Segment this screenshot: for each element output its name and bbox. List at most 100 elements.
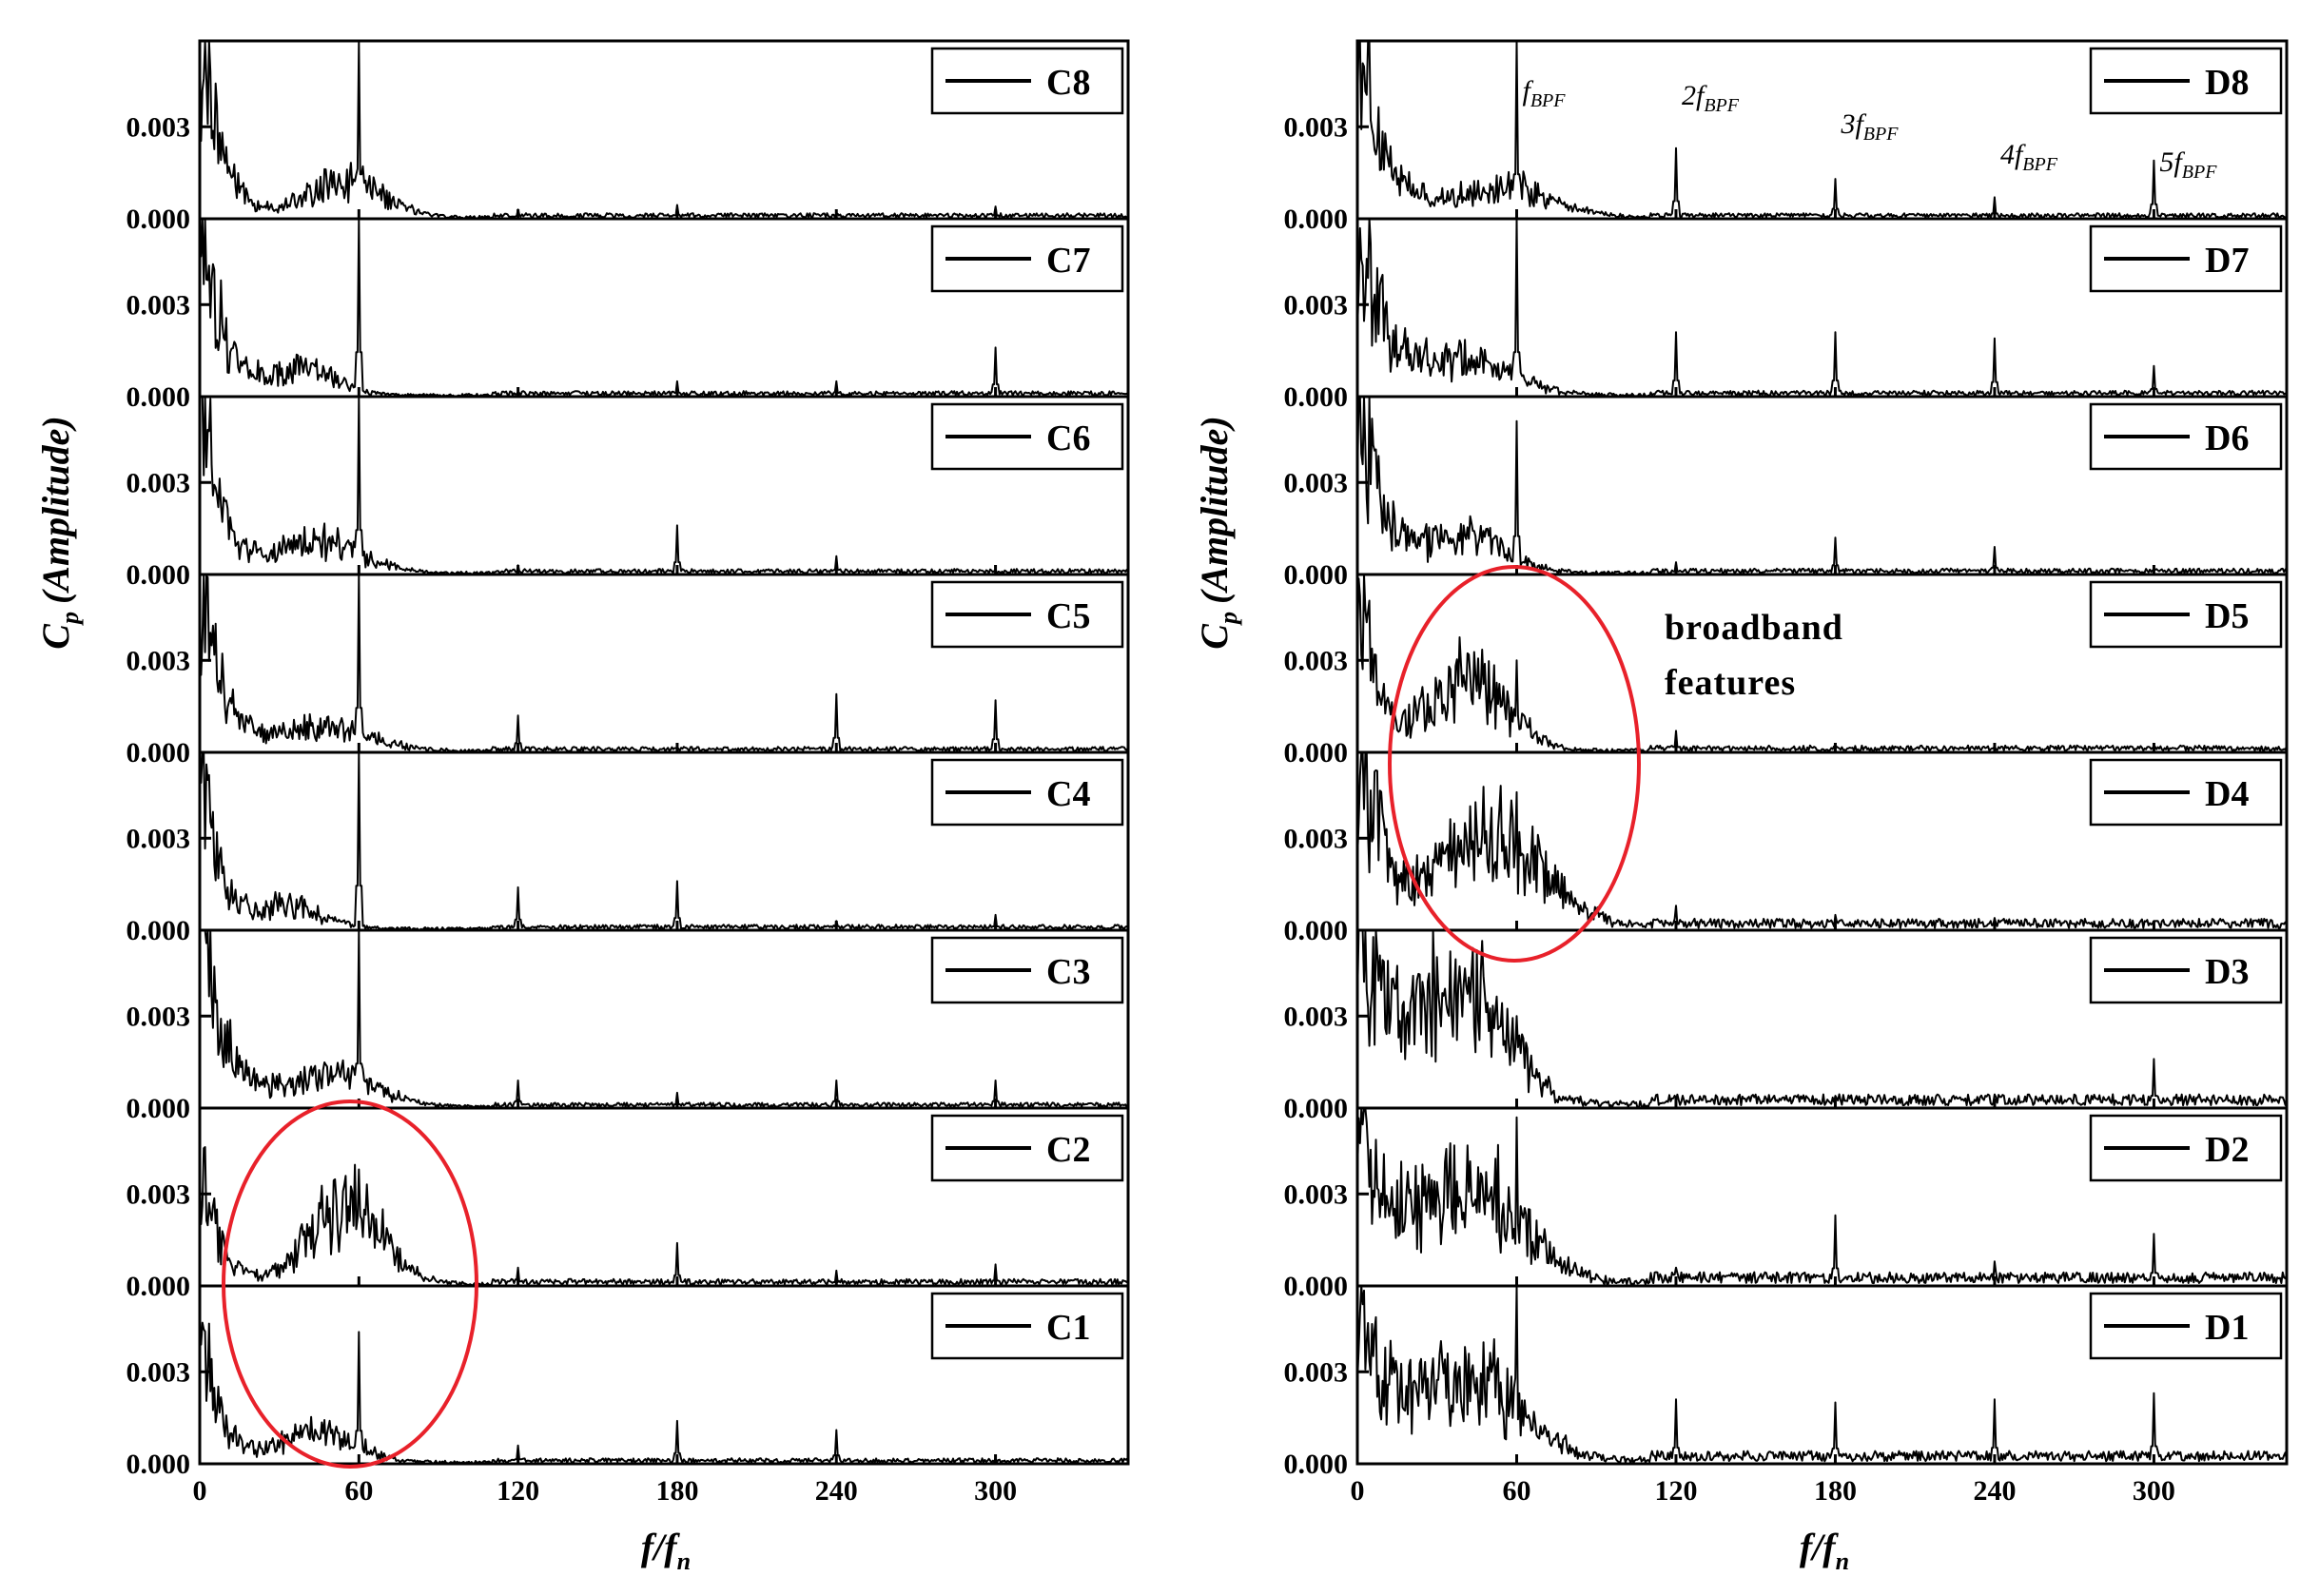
series-line-d3 bbox=[1356, 929, 2288, 1109]
panel-c7: 0.000 0.003 C7 bbox=[127, 217, 1130, 413]
highlight-ellipse-c bbox=[222, 1100, 478, 1469]
x-tick-label: 0 bbox=[1351, 1475, 1365, 1507]
y-tick-label: 0.000 bbox=[1284, 737, 1349, 769]
series-line-c7 bbox=[199, 218, 1129, 398]
legend-label: C5 bbox=[1046, 596, 1090, 636]
y-tick-label: 0.003 bbox=[127, 645, 191, 676]
right-y-axis-title: Cp(Amplitude) bbox=[1193, 416, 1242, 649]
y-tick-label: 0.003 bbox=[1284, 289, 1349, 321]
y-tick-label: 0.003 bbox=[127, 1001, 191, 1032]
legend-label: C7 bbox=[1046, 241, 1090, 281]
y-tick-label: 0.003 bbox=[1284, 823, 1349, 854]
series-line-c4 bbox=[199, 751, 1129, 931]
legend-c3: C3 bbox=[930, 936, 1124, 1004]
legend-c6: C6 bbox=[930, 402, 1124, 471]
legend-d1: D1 bbox=[2089, 1292, 2283, 1360]
legend-d7: D7 bbox=[2089, 224, 2283, 293]
y-tick-label: 0.000 bbox=[127, 1093, 191, 1124]
legend-c4: C4 bbox=[930, 758, 1124, 827]
legend-label: D6 bbox=[2205, 418, 2249, 458]
y-tick-label: 0.000 bbox=[127, 1271, 191, 1302]
y-tick-label: 0.003 bbox=[1284, 111, 1349, 143]
y-tick-label: 0.000 bbox=[1284, 915, 1349, 946]
x-tick-label: 120 bbox=[497, 1475, 539, 1507]
y-tick-label: 0.000 bbox=[1284, 381, 1349, 413]
legend-label: C3 bbox=[1046, 952, 1090, 992]
left-x-axis-title: f/fn bbox=[641, 1526, 691, 1575]
y-tick-label: 0.003 bbox=[1284, 1001, 1349, 1032]
y-tick-label: 0.003 bbox=[127, 1178, 191, 1210]
x-tick-label: 240 bbox=[815, 1475, 858, 1507]
legend-label: C6 bbox=[1046, 418, 1090, 458]
legend-d3: D3 bbox=[2089, 936, 2283, 1004]
legend-c5: C5 bbox=[930, 580, 1124, 649]
y-tick-label: 0.003 bbox=[1284, 645, 1349, 676]
series-line-c3 bbox=[200, 929, 1129, 1109]
panel-c1: 0.000 0.003 C1 bbox=[127, 1284, 1130, 1480]
panel-d4: 0.000 0.003 D4 bbox=[1284, 750, 2289, 946]
legend-box bbox=[930, 224, 1124, 293]
x-tick-label: 240 bbox=[1973, 1475, 2016, 1507]
highlight-ellipse-d bbox=[1388, 565, 1641, 963]
x-tick-label: 0 bbox=[193, 1475, 207, 1507]
y-tick-label: 0.003 bbox=[127, 289, 191, 321]
legend-c7: C7 bbox=[930, 224, 1124, 293]
y-tick-label: 0.000 bbox=[127, 381, 191, 413]
panel-c4: 0.000 0.003 C4 bbox=[127, 750, 1130, 946]
series-line-c1 bbox=[199, 1317, 1129, 1465]
legend-label: D1 bbox=[2205, 1308, 2249, 1348]
y-tick-label: 0.000 bbox=[1284, 1093, 1349, 1124]
y-tick-label: 0.003 bbox=[127, 1356, 191, 1388]
legend-d2: D2 bbox=[2089, 1114, 2283, 1182]
series-line-c5 bbox=[199, 574, 1129, 753]
broadband-note-line1: broadband bbox=[1665, 608, 1843, 648]
series-line-d5 bbox=[1356, 574, 2288, 753]
y-tick-label: 0.000 bbox=[127, 737, 191, 769]
legend-label: C2 bbox=[1046, 1130, 1090, 1170]
panel-d5: 0.000 0.003 D5 bbox=[1284, 573, 2289, 769]
left-y-axis-title: Cp(Amplitude) bbox=[34, 416, 84, 649]
legend-label: C4 bbox=[1046, 774, 1090, 814]
panel-d2: 0.000 0.003 D2 bbox=[1284, 1106, 2289, 1302]
y-tick-label: 0.003 bbox=[127, 823, 191, 854]
chart-c-group: 0.000 0.003 C8 0.000 0.003 C7 0.000 0.003 C6 0.00… bbox=[127, 39, 1130, 1507]
legend-label: D4 bbox=[2205, 774, 2249, 814]
panel-c5: 0.000 0.003 C5 bbox=[127, 573, 1130, 769]
y-tick-label: 0.003 bbox=[127, 467, 191, 498]
bpf-label-5: 5fBPF bbox=[2159, 146, 2217, 183]
y-tick-label: 0.003 bbox=[1284, 1178, 1349, 1210]
series-line-c8 bbox=[199, 40, 1129, 220]
legend-label: D5 bbox=[2205, 596, 2249, 636]
chart-d-group: 0.000 0.003 D8 0.000 0.003 D7 0.000 0.003 D6 0.00… bbox=[1284, 39, 2289, 1507]
x-tick-label: 180 bbox=[655, 1475, 698, 1507]
x-tick-label: 60 bbox=[1502, 1475, 1530, 1507]
series-line-d2 bbox=[1356, 1107, 2288, 1287]
panel-d1: 0.000 0.003 D1 bbox=[1284, 1284, 2289, 1480]
legend-label: D8 bbox=[2205, 63, 2249, 103]
panel-c3: 0.000 0.003 C3 bbox=[127, 928, 1130, 1124]
panel-frame bbox=[198, 1284, 1130, 1466]
legend-d6: D6 bbox=[2089, 402, 2283, 471]
legend-c1: C1 bbox=[930, 1292, 1124, 1360]
x-tick-label: 300 bbox=[974, 1475, 1017, 1507]
right-x-axis-title: f/fn bbox=[1800, 1526, 1849, 1575]
legend-d5: D5 bbox=[2089, 580, 2283, 649]
y-tick-label: 0.000 bbox=[1284, 204, 1349, 235]
legend-label: D2 bbox=[2205, 1130, 2249, 1170]
y-tick-label: 0.000 bbox=[127, 1449, 191, 1480]
y-tick-label: 0.000 bbox=[127, 204, 191, 235]
legend-d8: D8 bbox=[2089, 47, 2283, 115]
y-tick-label: 0.003 bbox=[1284, 1356, 1349, 1388]
legend-c2: C2 bbox=[930, 1114, 1124, 1182]
legend-label: C8 bbox=[1046, 63, 1090, 103]
y-tick-label: 0.000 bbox=[127, 915, 191, 946]
legend-label: C1 bbox=[1046, 1308, 1090, 1348]
legend-c8: C8 bbox=[930, 47, 1124, 115]
y-tick-label: 0.000 bbox=[127, 559, 191, 591]
series-line-d1 bbox=[1356, 1285, 2288, 1465]
y-tick-label: 0.003 bbox=[1284, 467, 1349, 498]
series-line-d4 bbox=[1356, 751, 2288, 929]
x-tick-label: 180 bbox=[1814, 1475, 1857, 1507]
